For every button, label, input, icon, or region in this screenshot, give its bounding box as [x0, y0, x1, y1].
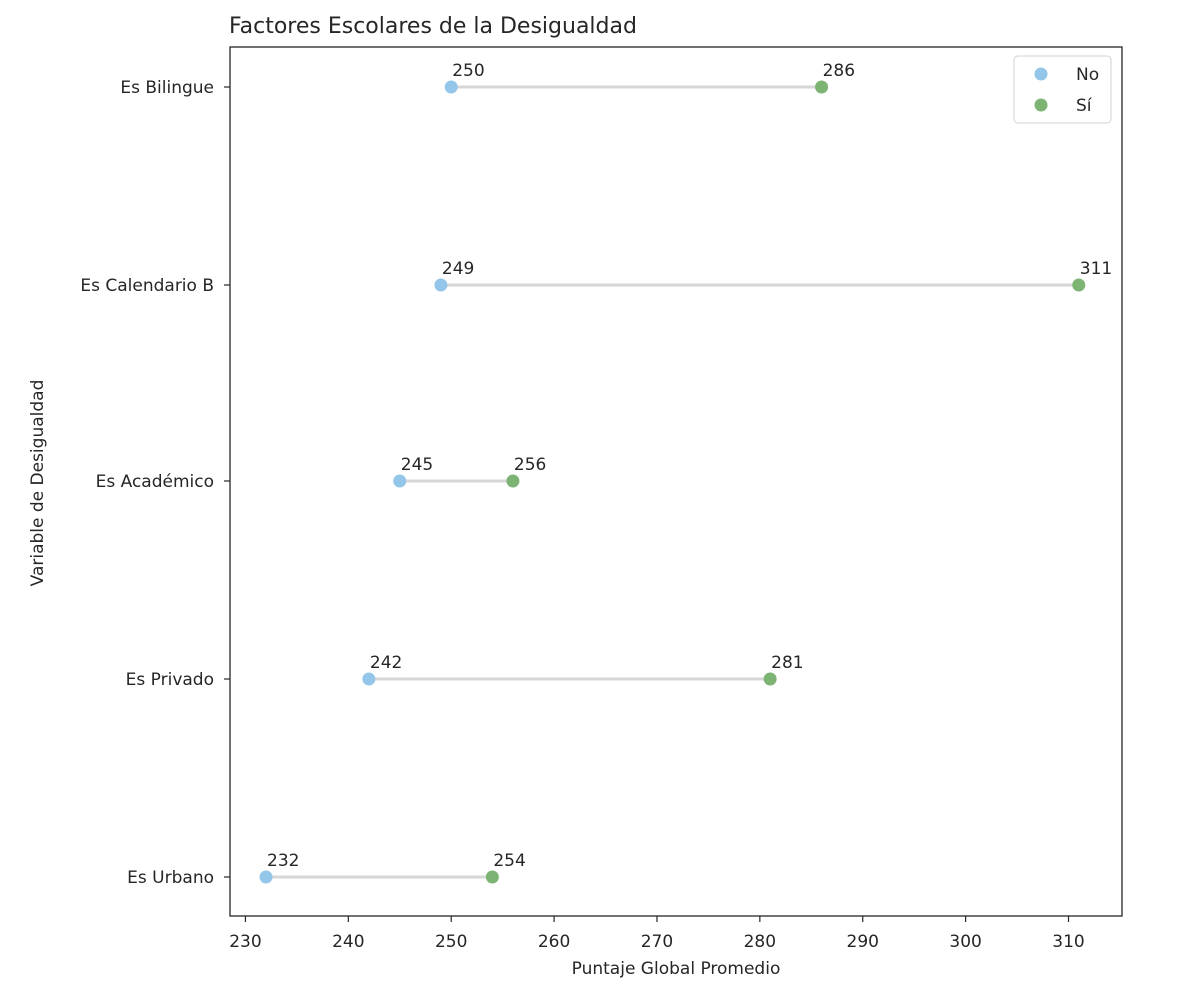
connector-lines	[266, 85, 1079, 879]
data-label: 249	[442, 259, 474, 279]
data-label: 256	[514, 455, 546, 475]
chart-title: Factores Escolares de la Desigualdad	[229, 14, 637, 39]
x-tick-label: 230	[229, 932, 261, 952]
data-label: 245	[401, 455, 433, 475]
legend-marker	[1034, 67, 1048, 81]
x-tick-label: 240	[332, 932, 364, 952]
legend: No Sí	[1013, 55, 1112, 124]
point-no	[393, 474, 407, 488]
x-tick-label: 300	[949, 932, 981, 952]
x-tick-label: 270	[641, 932, 673, 952]
data-label: 286	[823, 61, 855, 81]
y-axis-label: Variable de Desigualdad	[28, 380, 48, 587]
x-tick-label: 310	[1052, 932, 1084, 952]
x-tick-label: 250	[435, 932, 467, 952]
y-axis-ticks: Es Bilingue Es Calendario B Es Académico Es…	[80, 78, 230, 888]
x-tick-label: 260	[538, 932, 570, 952]
legend-label: No	[1076, 65, 1099, 85]
x-tick-label: 290	[847, 932, 879, 952]
data-label: 232	[267, 851, 299, 871]
y-tick-label: Es Privado	[126, 670, 214, 690]
point-si	[485, 870, 499, 884]
legend-label: Sí	[1076, 96, 1093, 116]
data-label: 281	[771, 653, 803, 673]
point-si	[815, 80, 829, 94]
x-axis-label: Puntaje Global Promedio	[572, 959, 781, 979]
data-label: 242	[370, 653, 402, 673]
plot-frame	[229, 46, 1123, 917]
y-tick-label: Es Bilingue	[120, 78, 214, 98]
y-tick-label: Es Académico	[96, 472, 214, 492]
y-tick-label: Es Calendario B	[80, 276, 214, 296]
point-no	[259, 870, 273, 884]
data-points	[259, 80, 1086, 884]
data-labels: 250 286 249 311 245 256 242 281 232 254	[267, 61, 1112, 871]
point-no	[434, 278, 448, 292]
data-label: 250	[452, 61, 484, 81]
point-si	[763, 672, 777, 686]
y-tick-label: Es Urbano	[127, 868, 214, 888]
data-label: 254	[493, 851, 525, 871]
data-label: 311	[1080, 259, 1112, 279]
x-axis-ticks: 230 240 250 260 270 280 290 300 310	[229, 916, 1085, 952]
point-si	[506, 474, 520, 488]
point-no	[444, 80, 458, 94]
x-tick-label: 280	[744, 932, 776, 952]
point-no	[362, 672, 376, 686]
point-si	[1072, 278, 1086, 292]
legend-marker	[1034, 98, 1048, 112]
